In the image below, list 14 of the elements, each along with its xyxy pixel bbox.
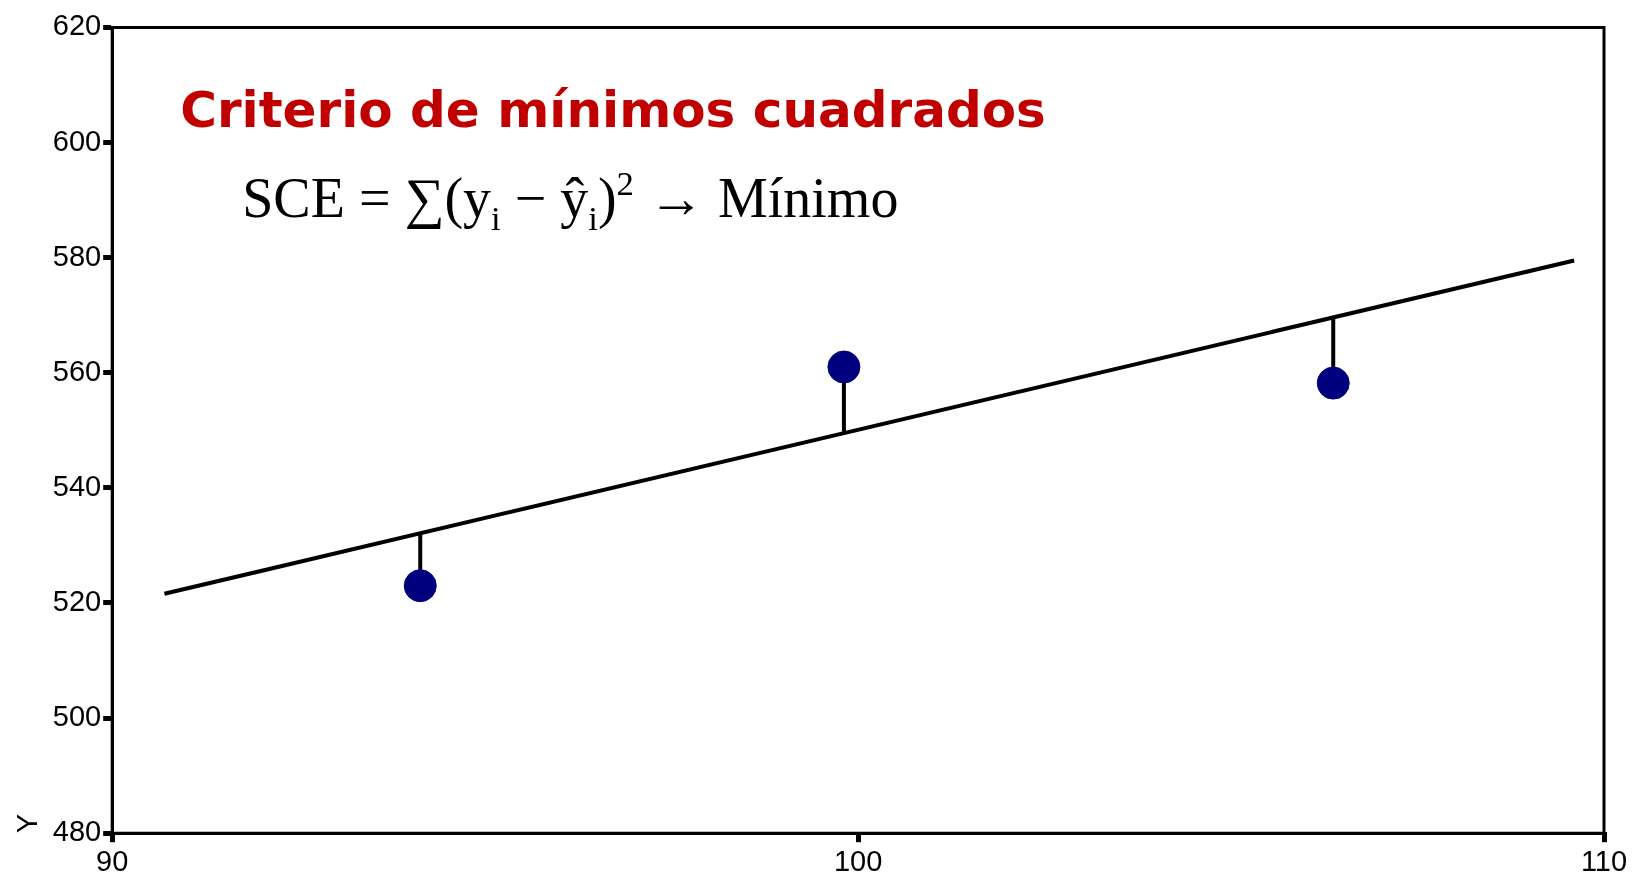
y-tick-label: 540 [52, 469, 102, 502]
y-tick-label: 580 [52, 239, 102, 272]
y-tick-label: 620 [52, 9, 102, 42]
x-tick-label: 100 [833, 844, 883, 877]
y-axis-title: Y [11, 813, 44, 834]
y-tick-label: 600 [52, 124, 102, 157]
y-tick-label: 500 [52, 700, 102, 733]
point [1316, 366, 1350, 400]
text: Criterio de mínimos cuadrados [180, 81, 1046, 140]
x-tick-label: 110 [1580, 844, 1628, 877]
point [827, 350, 861, 384]
y-tick-label: 560 [52, 354, 102, 387]
y-tick-label: 520 [52, 584, 102, 617]
point [403, 569, 437, 603]
